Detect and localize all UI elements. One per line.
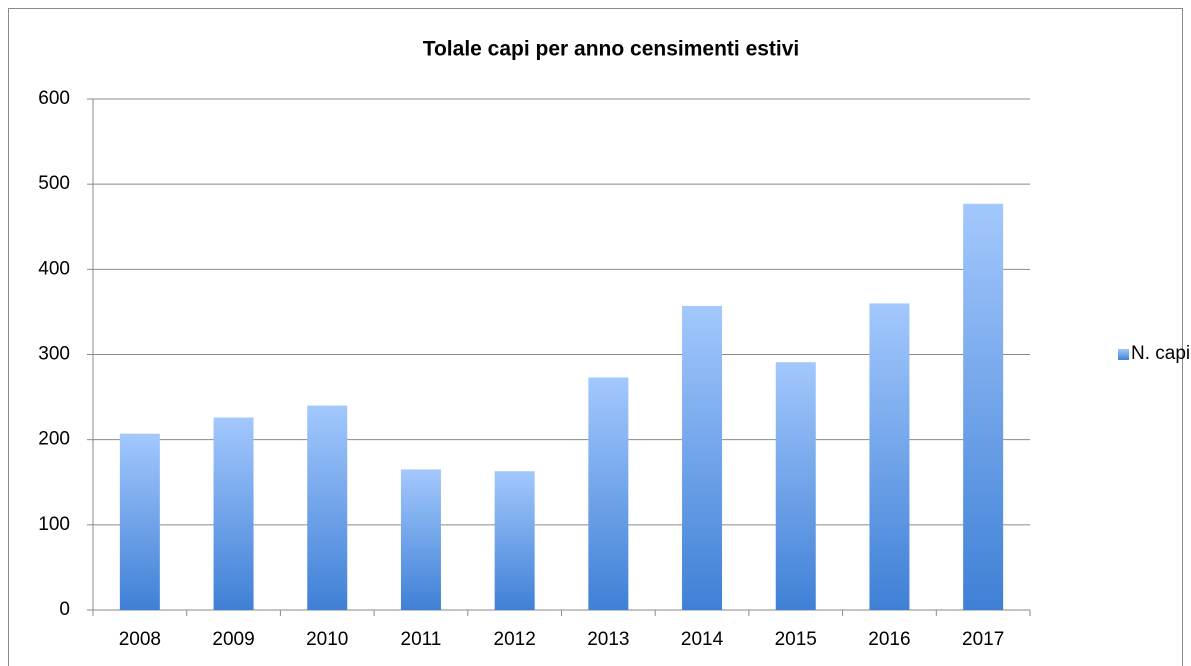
x-tick-label: 2016: [868, 629, 910, 650]
chart-title: Tolale capi per anno censimenti estivi: [423, 38, 800, 61]
bar: [213, 417, 254, 610]
y-tick-label: 200: [38, 429, 70, 450]
bar: [119, 433, 160, 610]
x-tick-label: 2013: [587, 629, 629, 650]
bar: [682, 305, 723, 610]
legend-label: N. capi: [1131, 343, 1190, 364]
y-tick-label: 500: [38, 173, 70, 194]
bar: [963, 203, 1004, 610]
bar: [307, 405, 348, 610]
y-tick-label: 300: [38, 344, 70, 365]
bar: [869, 303, 910, 610]
x-tick-label: 2017: [962, 629, 1004, 650]
bar: [400, 469, 441, 610]
bar: [588, 377, 629, 610]
x-tick-label: 2011: [401, 629, 442, 650]
x-tick-label: 2008: [119, 629, 161, 650]
y-tick-label: 100: [38, 514, 70, 535]
y-tick-label: 600: [38, 88, 70, 109]
y-tick-label: 0: [59, 599, 70, 620]
x-tick-label: 2015: [775, 629, 817, 650]
x-tick-label: 2012: [494, 629, 536, 650]
x-tick-label: 2009: [212, 629, 254, 650]
y-tick-label: 400: [38, 258, 70, 279]
legend-marker: [1118, 349, 1129, 360]
bar: [494, 471, 535, 610]
x-tick-label: 2014: [681, 629, 724, 650]
x-tick-label: 2010: [306, 629, 348, 650]
bar: [775, 362, 816, 610]
